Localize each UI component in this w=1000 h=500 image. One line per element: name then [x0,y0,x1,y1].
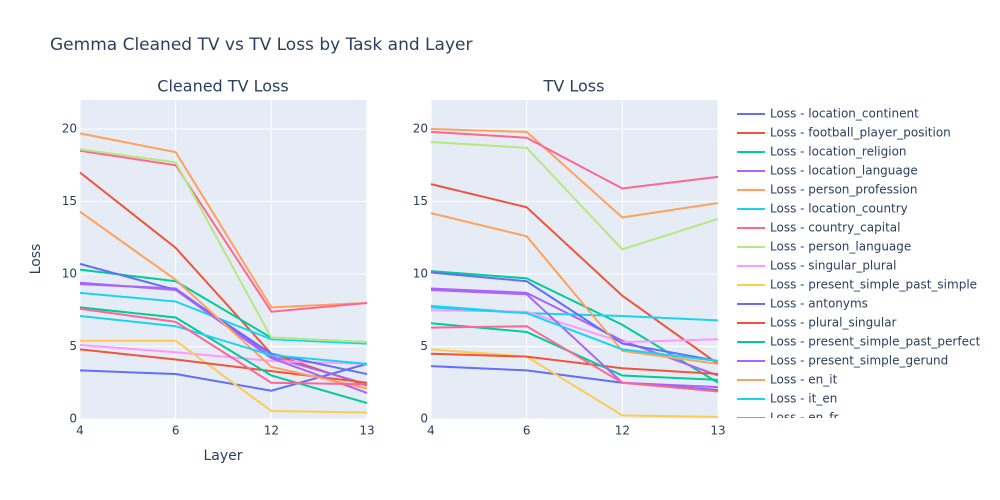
series-line [79,307,368,386]
series-line [80,339,368,414]
series-line [79,291,368,345]
legend-label: Loss - present_simple_gerund [770,354,948,368]
legend: Loss - location_continent Loss - football… [737,107,981,425]
series-line [79,344,368,365]
legend-label: Loss - en_fr [770,411,838,425]
y-tick-label: 5 [420,339,428,353]
series-line: Loss - person_profession [430,128,719,219]
plot-area [431,100,718,419]
series-line [79,148,368,344]
series-line: Loss - antonyms [430,271,719,362]
legend-label: Loss - location_religion [770,145,907,159]
subplot-title: Cleaned TV Loss [157,77,288,96]
x-tick-label: 13 [359,424,374,438]
legend-label: Loss - location_language [770,164,918,178]
x-tick-label: 4 [76,424,84,438]
legend-label: Loss - antonyms [770,297,868,311]
x-tick-label: 4 [427,424,435,438]
y-tick-label: 0 [69,412,77,426]
y-tick-label: 0 [420,412,428,426]
legend-label: Loss - country_capital [770,221,900,235]
y-tick-label: 10 [62,267,77,281]
series-line [79,132,368,309]
y-tick-label: 10 [413,267,428,281]
x-tick-label: 12 [264,424,279,438]
series-line: Loss - it_en [430,306,719,362]
legend-label: Loss - location_continent [770,107,919,121]
series-line: Loss - en_it [430,212,719,365]
legend-label: Loss - present_simple_past_perfect [770,335,981,349]
series-line [79,210,368,390]
figure-title: Gemma Cleaned TV vs TV Loss by Task and … [50,35,472,55]
x-tick-label: 6 [523,424,531,438]
series-line: Loss - present_simple_past_simple [430,348,719,418]
legend-label: Loss - present_simple_past_simple [770,278,977,292]
y-tick-label: 15 [62,194,77,208]
legend-label: Loss - location_country [770,202,908,216]
y-tick-label: 5 [69,339,77,353]
legend-label: Loss - en_it [770,373,838,387]
series-line: Loss - location_religion [430,270,719,384]
legend-label: Loss - person_profession [770,183,917,197]
series-line [79,315,368,365]
x-axis-label: Layer [203,448,242,464]
series-line: Loss - en_fr [430,325,719,393]
x-tick-label: 6 [172,424,180,438]
legend-label: Loss - it_en [770,392,837,406]
series-line [79,306,368,405]
series-line [79,149,368,313]
x-tick-label: 13 [710,424,725,438]
legend-label: Loss - football_player_position [770,126,951,140]
legend-label: Loss - singular_plural [770,259,897,273]
legend-label: Loss - person_language [770,240,911,254]
series-line [79,262,368,376]
y-tick-label: 15 [413,194,428,208]
y-tick-label: 20 [62,122,77,136]
series-line: Loss - football_player_position [430,183,719,365]
series-line: Loss - plural_singular [430,352,719,376]
subplot-title: TV Loss [543,77,605,96]
series-line: Loss - country_capital [430,130,719,190]
y-tick-label: 20 [413,122,428,136]
y-axis-label: Loss [28,244,44,275]
series-line: Loss - person_language [430,141,719,251]
legend-label: Loss - plural_singular [770,316,897,330]
series-line: Loss - present_simple_gerund [430,288,719,389]
x-tick-label: 12 [615,424,630,438]
